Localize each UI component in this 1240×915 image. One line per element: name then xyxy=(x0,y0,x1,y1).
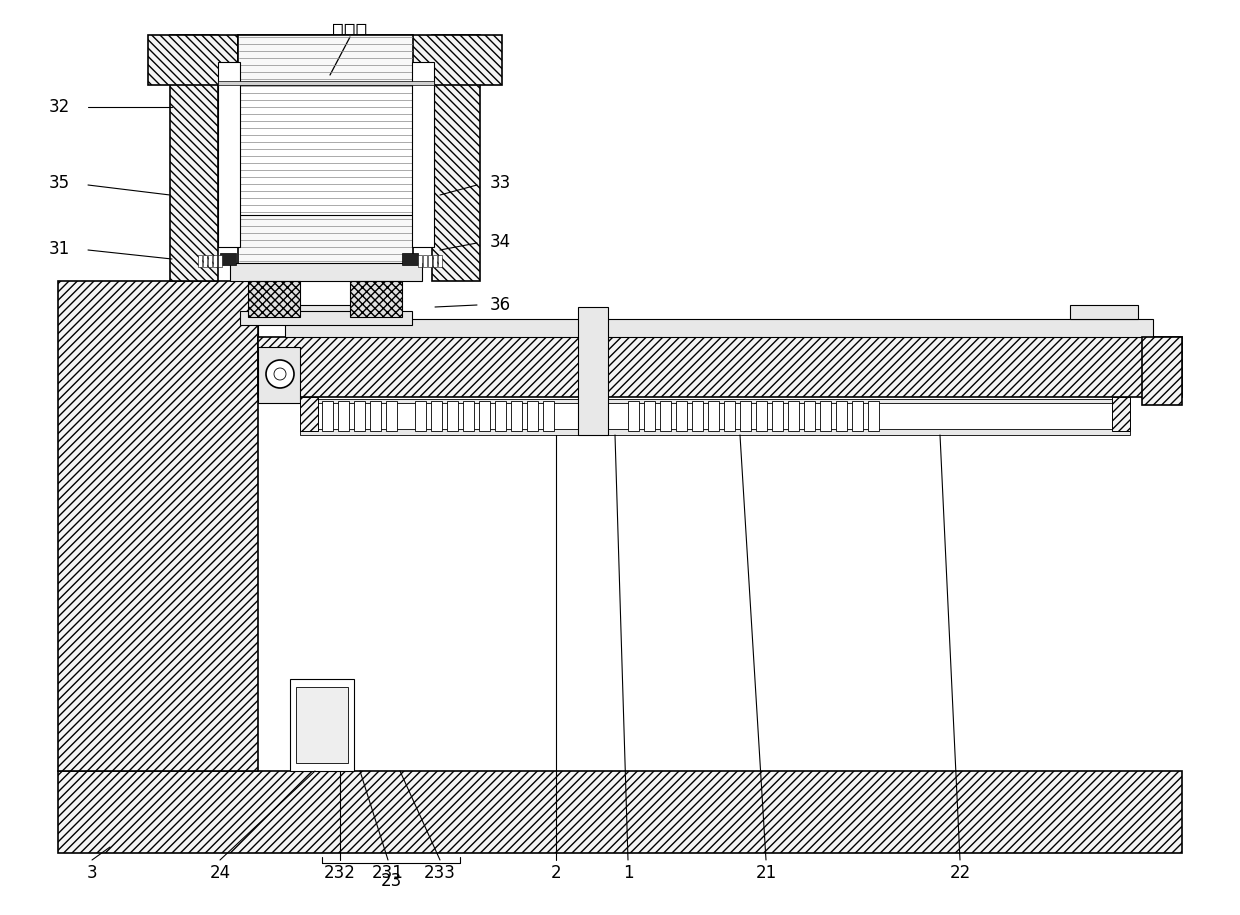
Bar xyxy=(423,255,427,267)
Bar xyxy=(868,401,879,431)
Bar xyxy=(463,401,474,431)
Bar xyxy=(208,255,212,267)
Bar xyxy=(1112,397,1130,431)
Bar xyxy=(543,401,554,431)
Bar xyxy=(258,337,1182,397)
Text: 2: 2 xyxy=(551,864,562,882)
Bar xyxy=(415,401,427,431)
Text: 34: 34 xyxy=(490,233,511,251)
Bar xyxy=(708,401,719,431)
Bar xyxy=(386,401,397,431)
Bar xyxy=(412,35,502,85)
Bar xyxy=(218,255,222,267)
Bar xyxy=(322,401,334,431)
Bar xyxy=(148,35,238,85)
Bar xyxy=(724,401,735,431)
Bar xyxy=(644,401,655,431)
Bar xyxy=(495,401,506,431)
Bar xyxy=(218,85,434,215)
Bar xyxy=(1070,305,1138,319)
Bar xyxy=(527,401,538,431)
Bar xyxy=(353,401,365,431)
Bar xyxy=(203,255,207,267)
Bar xyxy=(296,687,348,763)
Bar xyxy=(402,253,418,265)
Bar xyxy=(198,255,202,267)
Bar xyxy=(836,401,847,431)
Text: 31: 31 xyxy=(48,240,69,258)
Bar xyxy=(438,255,441,267)
Circle shape xyxy=(267,360,294,388)
Bar xyxy=(820,401,831,431)
Text: 33: 33 xyxy=(490,174,511,192)
Bar xyxy=(1142,337,1182,405)
Text: 233: 233 xyxy=(424,864,456,882)
Bar xyxy=(339,401,348,431)
Text: 23: 23 xyxy=(381,872,402,890)
Bar xyxy=(290,679,353,771)
Bar xyxy=(852,401,863,431)
Bar xyxy=(229,263,422,281)
Bar xyxy=(300,399,1130,403)
Bar xyxy=(219,253,236,265)
Bar xyxy=(428,255,432,267)
Bar xyxy=(58,771,1182,853)
Text: 232: 232 xyxy=(324,864,356,882)
Bar xyxy=(412,62,434,247)
Bar xyxy=(258,347,300,403)
Bar xyxy=(300,397,317,431)
Bar xyxy=(350,281,402,317)
Text: 盖玻片: 盖玻片 xyxy=(332,22,367,41)
Bar xyxy=(446,401,458,431)
Bar xyxy=(433,255,436,267)
Bar xyxy=(238,35,412,85)
Text: 22: 22 xyxy=(950,864,971,882)
Bar xyxy=(756,401,768,431)
Bar xyxy=(241,311,412,325)
Text: 35: 35 xyxy=(48,174,69,192)
Bar xyxy=(238,35,413,281)
Bar xyxy=(218,62,241,247)
Bar xyxy=(660,401,671,431)
Bar xyxy=(787,401,799,431)
Bar xyxy=(432,35,480,281)
Text: 231: 231 xyxy=(372,864,404,882)
Text: 24: 24 xyxy=(210,864,231,882)
Bar xyxy=(578,307,608,435)
Bar xyxy=(804,401,815,431)
Text: 32: 32 xyxy=(48,98,69,116)
Text: 21: 21 xyxy=(755,864,776,882)
Text: 1: 1 xyxy=(622,864,634,882)
Bar xyxy=(285,319,1153,337)
Bar xyxy=(479,401,490,431)
Bar xyxy=(58,281,258,771)
Bar xyxy=(248,281,300,317)
Bar xyxy=(627,401,639,431)
Bar xyxy=(218,81,434,85)
Text: 3: 3 xyxy=(87,864,97,882)
Bar xyxy=(286,305,353,319)
Text: 36: 36 xyxy=(490,296,511,314)
Bar xyxy=(418,255,422,267)
Bar xyxy=(170,35,218,281)
Bar xyxy=(300,429,1130,435)
Bar xyxy=(432,401,441,431)
Bar xyxy=(773,401,782,431)
Bar xyxy=(370,401,381,431)
Bar xyxy=(692,401,703,431)
Bar xyxy=(213,255,217,267)
Bar xyxy=(676,401,687,431)
Bar xyxy=(511,401,522,431)
Bar xyxy=(740,401,751,431)
